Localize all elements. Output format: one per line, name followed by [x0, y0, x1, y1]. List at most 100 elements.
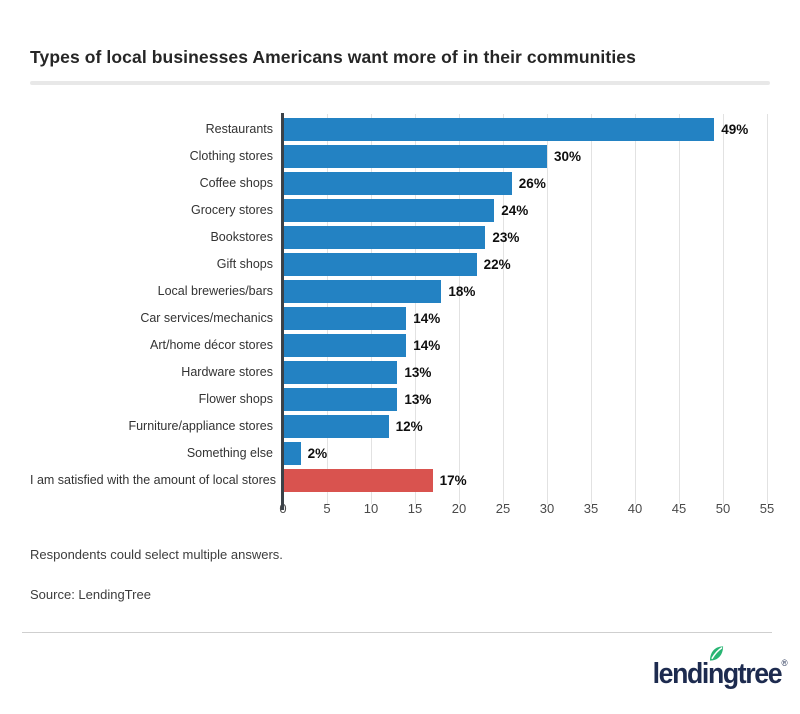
bar-row: Hardware stores 13% — [30, 359, 770, 386]
x-tick-label: 5 — [323, 501, 331, 516]
bar-row: Flower shops 13% — [30, 386, 770, 413]
y-axis-line — [281, 113, 284, 510]
gridline — [459, 114, 460, 504]
gridline — [503, 114, 504, 504]
gridline — [767, 114, 768, 504]
bar-track: 14% — [283, 305, 770, 332]
x-tick-label: 55 — [759, 501, 775, 516]
bar-track: 12% — [283, 413, 770, 440]
category-label: Something else — [186, 446, 273, 460]
value-label: 23% — [492, 230, 520, 245]
bar-track: 14% — [283, 332, 770, 359]
value-label: 30% — [554, 149, 582, 164]
bar — [283, 253, 477, 276]
x-axis-ticks: 0510152025303540455055 — [279, 494, 774, 520]
bar-track: 22% — [283, 251, 770, 278]
x-tick-label: 15 — [407, 501, 423, 516]
bar — [283, 469, 433, 492]
value-label: 22% — [483, 257, 511, 272]
bar-chart: Restaurants 49% Clothing stores 30% Coffee s… — [30, 113, 774, 520]
gridline — [635, 114, 636, 504]
bar-track: 18% — [283, 278, 770, 305]
plot-area: Restaurants 49% Clothing stores 30% Coffee s… — [30, 113, 770, 510]
value-label: 24% — [501, 203, 529, 218]
bar-track: 17% — [283, 467, 770, 494]
bar-row: Restaurants 49% — [30, 116, 770, 143]
bar — [283, 172, 512, 195]
x-tick-label: 45 — [671, 501, 687, 516]
bar — [283, 442, 301, 465]
bar-row: Something else 2% — [30, 440, 770, 467]
category-label: Gift shops — [216, 257, 273, 271]
bar — [283, 361, 398, 384]
category-label: Hardware stores — [181, 365, 273, 379]
bar — [283, 415, 389, 438]
value-label: 14% — [413, 311, 441, 326]
bar-row: Local breweries/bars 18% — [30, 278, 770, 305]
category-label: Furniture/appliance stores — [128, 419, 273, 433]
bar-row: Grocery stores 24% — [30, 197, 770, 224]
bar-row: Car services/mechanics 14% — [30, 305, 770, 332]
gridline — [723, 114, 724, 504]
source-credit: Source: LendingTree — [30, 587, 151, 602]
category-label: Local breweries/bars — [157, 284, 273, 298]
value-label: 2% — [307, 446, 328, 461]
gridline — [415, 114, 416, 504]
footer-divider — [22, 632, 772, 633]
x-tick-label: 30 — [539, 501, 555, 516]
category-label: I am satisfied with the amount of local … — [30, 473, 276, 487]
bar — [283, 226, 486, 249]
bar-track: 13% — [283, 386, 770, 413]
category-label: Car services/mechanics — [140, 311, 273, 325]
x-tick-label: 20 — [451, 501, 467, 516]
category-label: Restaurants — [205, 122, 273, 136]
bar — [283, 388, 398, 411]
bar-track: 2% — [283, 440, 770, 467]
bar — [283, 199, 495, 222]
category-label: Clothing stores — [189, 149, 273, 163]
bar-row: Clothing stores 30% — [30, 143, 770, 170]
value-label: 14% — [413, 338, 441, 353]
bar — [283, 307, 407, 330]
bar-track: 23% — [283, 224, 770, 251]
x-tick-label: 10 — [363, 501, 379, 516]
bar — [283, 145, 547, 168]
registered-mark: ® — [781, 658, 788, 668]
x-tick-label: 25 — [495, 501, 511, 516]
plot-rows: Restaurants 49% Clothing stores 30% Coffee s… — [30, 116, 770, 494]
footnote: Respondents could select multiple answer… — [30, 547, 283, 562]
logo-text: lendingtree — [652, 658, 783, 690]
bar-track: 30% — [283, 143, 770, 170]
bar-track: 24% — [283, 197, 770, 224]
value-label: 17% — [439, 473, 467, 488]
value-label: 13% — [404, 392, 432, 407]
value-label: 18% — [448, 284, 476, 299]
value-label: 12% — [395, 419, 423, 434]
bar-track: 49% — [283, 116, 770, 143]
bar-track: 13% — [283, 359, 770, 386]
value-label: 49% — [721, 122, 749, 137]
bar-row: Gift shops 22% — [30, 251, 770, 278]
value-label: 13% — [404, 365, 432, 380]
x-tick-label: 35 — [583, 501, 599, 516]
x-tick-label: 50 — [715, 501, 731, 516]
page-title: Types of local businesses Americans want… — [30, 47, 636, 67]
bar — [283, 280, 442, 303]
bar-row: Furniture/appliance stores 12% — [30, 413, 770, 440]
gridline — [591, 114, 592, 504]
bar-row: I am satisfied with the amount of local … — [30, 467, 770, 494]
gridline — [547, 114, 548, 504]
category-label: Bookstores — [210, 230, 273, 244]
category-label: Coffee shops — [199, 176, 273, 190]
bar — [283, 118, 715, 141]
brand-footer: lendingtree ® — [641, 646, 788, 691]
category-label: Flower shops — [198, 392, 273, 406]
title-divider — [30, 81, 770, 85]
x-tick-label: 40 — [627, 501, 643, 516]
value-label: 26% — [518, 176, 546, 191]
gridline — [679, 114, 680, 504]
lendingtree-logo: lendingtree ® — [652, 646, 788, 691]
bar — [283, 334, 407, 357]
leaf-icon — [710, 646, 724, 661]
